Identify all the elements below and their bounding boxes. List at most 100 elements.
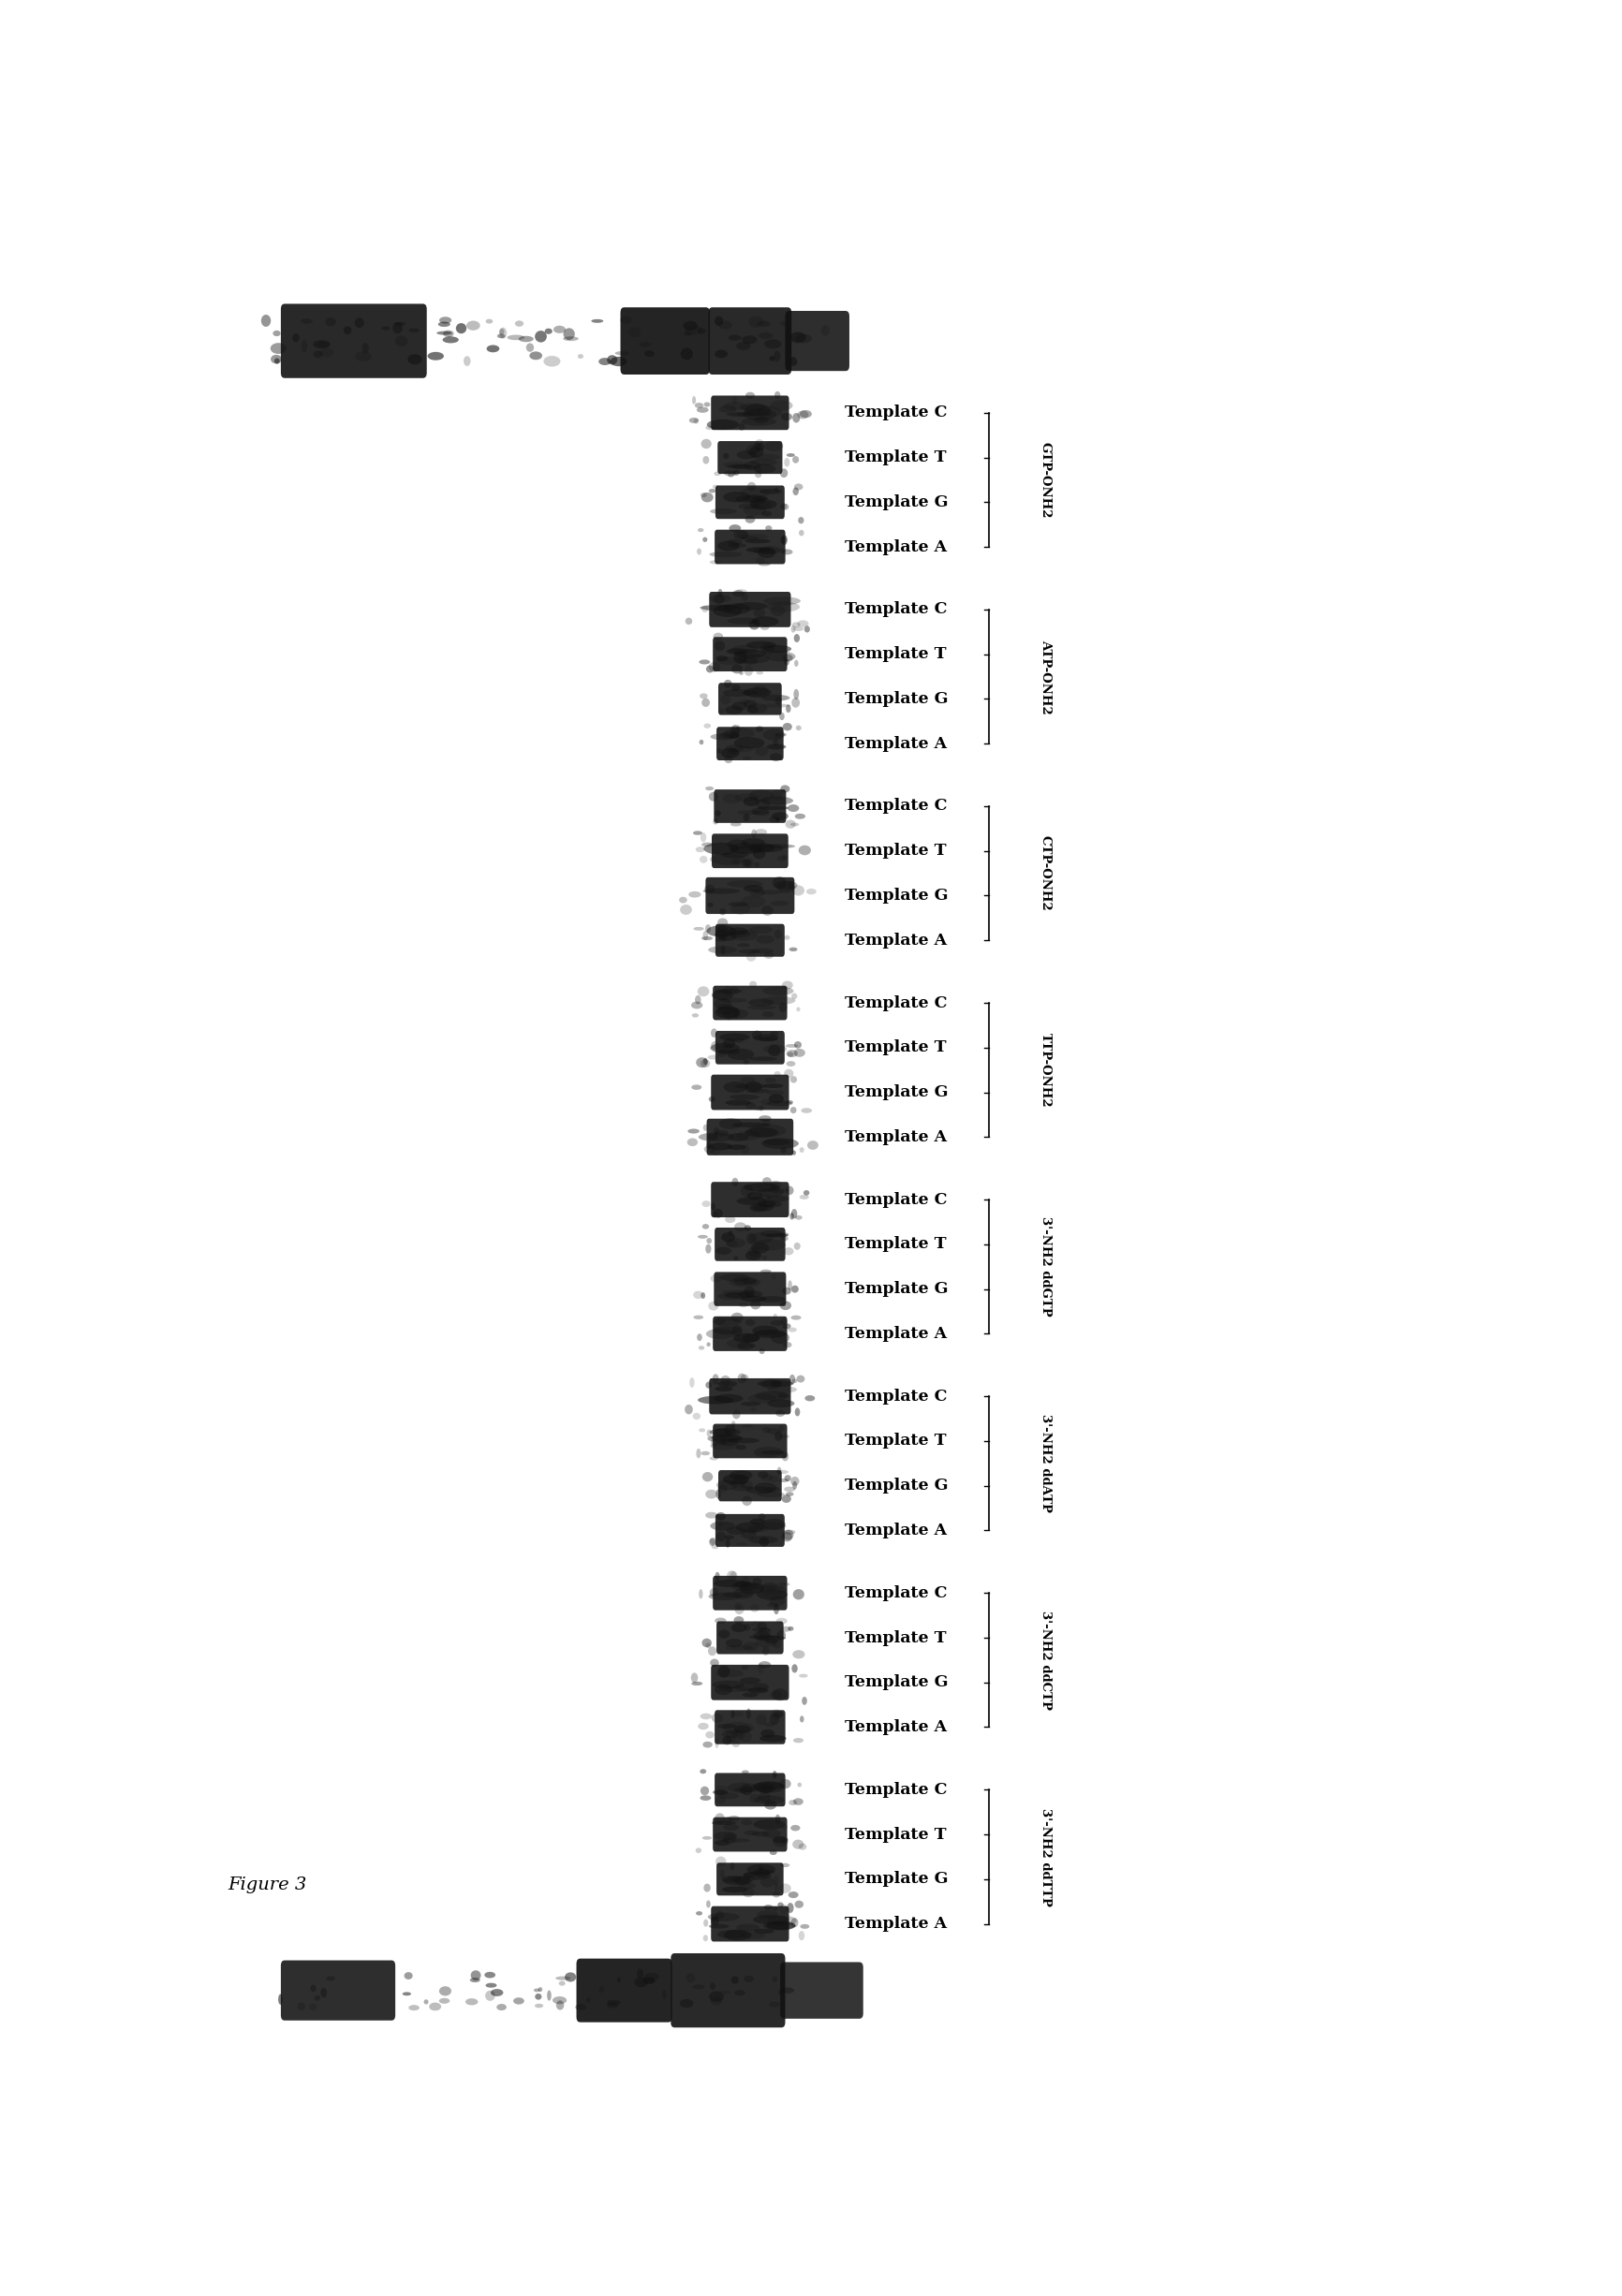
Ellipse shape <box>757 333 772 340</box>
Ellipse shape <box>798 530 803 535</box>
Ellipse shape <box>715 939 727 941</box>
Ellipse shape <box>697 1132 733 1141</box>
Ellipse shape <box>733 1013 738 1017</box>
Ellipse shape <box>777 1467 782 1474</box>
Ellipse shape <box>762 645 792 652</box>
Ellipse shape <box>787 1281 792 1290</box>
Ellipse shape <box>792 1380 796 1382</box>
Ellipse shape <box>795 813 805 820</box>
Ellipse shape <box>702 1936 707 1942</box>
Ellipse shape <box>780 1825 787 1830</box>
Text: Template T: Template T <box>843 450 946 466</box>
Ellipse shape <box>697 328 706 333</box>
Ellipse shape <box>792 413 800 422</box>
Ellipse shape <box>714 1130 728 1137</box>
Ellipse shape <box>517 335 534 342</box>
Ellipse shape <box>790 1917 798 1926</box>
Ellipse shape <box>723 1424 735 1435</box>
Ellipse shape <box>706 1141 710 1150</box>
Ellipse shape <box>402 1993 410 1995</box>
Ellipse shape <box>727 1049 754 1061</box>
Ellipse shape <box>706 1731 714 1738</box>
Ellipse shape <box>741 691 757 696</box>
Ellipse shape <box>701 833 706 843</box>
Ellipse shape <box>722 1736 732 1745</box>
Ellipse shape <box>741 1665 748 1669</box>
Ellipse shape <box>699 1428 706 1433</box>
Ellipse shape <box>738 1731 751 1743</box>
Ellipse shape <box>696 406 709 413</box>
Ellipse shape <box>785 1187 793 1194</box>
Ellipse shape <box>723 402 746 411</box>
FancyBboxPatch shape <box>714 1711 785 1745</box>
Ellipse shape <box>757 1380 793 1387</box>
Ellipse shape <box>707 1054 719 1058</box>
Ellipse shape <box>785 1100 793 1104</box>
Ellipse shape <box>722 461 748 466</box>
Text: Template G: Template G <box>843 1674 947 1690</box>
Ellipse shape <box>732 684 740 691</box>
Ellipse shape <box>701 491 714 503</box>
Ellipse shape <box>762 730 785 739</box>
Ellipse shape <box>709 560 720 565</box>
Ellipse shape <box>715 990 743 994</box>
Ellipse shape <box>743 666 753 675</box>
Ellipse shape <box>779 1435 788 1437</box>
Ellipse shape <box>764 1800 777 1809</box>
Ellipse shape <box>753 1818 785 1830</box>
Text: ATP-ONH2: ATP-ONH2 <box>1038 638 1051 714</box>
Ellipse shape <box>753 1240 785 1251</box>
Ellipse shape <box>762 987 793 996</box>
Ellipse shape <box>753 1033 779 1042</box>
Ellipse shape <box>746 1192 762 1201</box>
Ellipse shape <box>704 402 710 406</box>
Ellipse shape <box>715 1573 720 1582</box>
Ellipse shape <box>715 930 728 939</box>
Ellipse shape <box>728 1277 761 1288</box>
Ellipse shape <box>725 705 743 714</box>
Ellipse shape <box>743 687 770 698</box>
Ellipse shape <box>728 1481 746 1488</box>
Ellipse shape <box>795 1215 801 1219</box>
Ellipse shape <box>800 1148 805 1153</box>
Ellipse shape <box>381 326 389 331</box>
Ellipse shape <box>710 1274 722 1283</box>
Ellipse shape <box>733 1221 746 1233</box>
Ellipse shape <box>769 1093 783 1104</box>
Ellipse shape <box>756 406 782 418</box>
Ellipse shape <box>775 817 780 822</box>
Ellipse shape <box>785 705 790 712</box>
FancyBboxPatch shape <box>714 1228 785 1261</box>
Ellipse shape <box>753 850 766 859</box>
Ellipse shape <box>740 1784 753 1795</box>
Ellipse shape <box>701 1639 710 1646</box>
Ellipse shape <box>757 1662 762 1674</box>
Ellipse shape <box>770 790 782 801</box>
Ellipse shape <box>759 1231 782 1238</box>
Ellipse shape <box>706 788 714 790</box>
FancyBboxPatch shape <box>715 1513 783 1548</box>
Ellipse shape <box>761 845 795 850</box>
Ellipse shape <box>728 902 748 907</box>
Ellipse shape <box>743 1830 759 1835</box>
Ellipse shape <box>744 1226 751 1231</box>
Ellipse shape <box>770 1380 782 1387</box>
Ellipse shape <box>727 1143 746 1150</box>
Ellipse shape <box>344 326 352 335</box>
Ellipse shape <box>793 1738 803 1743</box>
Ellipse shape <box>753 1205 774 1212</box>
Ellipse shape <box>688 1130 699 1134</box>
Ellipse shape <box>485 1991 495 2000</box>
Ellipse shape <box>740 670 743 675</box>
Ellipse shape <box>722 852 748 859</box>
Ellipse shape <box>779 1903 787 1915</box>
Ellipse shape <box>722 1318 732 1320</box>
Ellipse shape <box>780 503 787 510</box>
Ellipse shape <box>766 1100 792 1107</box>
Ellipse shape <box>727 1437 759 1444</box>
Ellipse shape <box>756 1910 779 1919</box>
Ellipse shape <box>792 622 800 627</box>
Ellipse shape <box>732 1740 740 1747</box>
Ellipse shape <box>743 505 766 517</box>
Ellipse shape <box>748 1247 759 1256</box>
